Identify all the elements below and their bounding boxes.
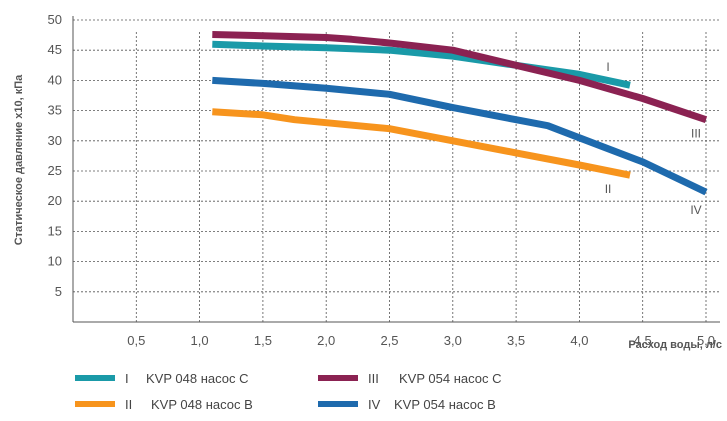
series-lines bbox=[212, 31, 708, 196]
axes bbox=[72, 16, 720, 323]
y-tick-label: 30 bbox=[48, 133, 62, 148]
series-line-ii bbox=[212, 108, 631, 179]
x-axis-label: Расход воды, л/с bbox=[628, 339, 722, 351]
x-tick-label: 2,0 bbox=[317, 333, 335, 348]
x-tick-label: 4,0 bbox=[570, 333, 588, 348]
x-tick-label: 1,0 bbox=[191, 333, 209, 348]
legend-numeral: I bbox=[125, 371, 129, 386]
x-tick-label: 3,5 bbox=[507, 333, 525, 348]
y-tick-label: 15 bbox=[48, 223, 62, 238]
y-tick-label: 20 bbox=[48, 193, 62, 208]
y-tick-labels: 5 10 15 20 25 30 35 40 45 50 bbox=[48, 12, 62, 299]
legend-numeral: III bbox=[368, 371, 379, 386]
y-tick-label: 25 bbox=[48, 163, 62, 178]
legend-item-ii: II KVP 048 насос B bbox=[75, 397, 253, 412]
x-tick-labels: 0,5 1,0 1,5 2,0 2,5 3,0 3,5 4,0 4,5 5,0 bbox=[127, 333, 715, 348]
curve-label-iv: IV bbox=[690, 203, 701, 217]
legend-numeral: IV bbox=[368, 397, 381, 412]
y-tick-label: 50 bbox=[48, 12, 62, 27]
legend-numeral: II bbox=[125, 397, 132, 412]
legend-item-iv: IV KVP 054 насос B bbox=[318, 397, 496, 412]
y-tick-label: 40 bbox=[48, 72, 62, 87]
legend-item-i: I KVP 048 насос C bbox=[75, 371, 248, 386]
legend-series-name: KVP 048 насос B bbox=[151, 397, 253, 412]
x-tick-label: 4,5 bbox=[634, 333, 652, 348]
grid bbox=[73, 19, 720, 322]
y-tick-label: 5 bbox=[55, 284, 62, 299]
x-tick-label: 2,5 bbox=[380, 333, 398, 348]
legend-series-name: KVP 054 насос B bbox=[394, 397, 496, 412]
x-tick-label: 0,5 bbox=[127, 333, 145, 348]
y-tick-label: 35 bbox=[48, 103, 62, 118]
y-axis-label: Статическое давление x10, кПа bbox=[13, 74, 25, 245]
legend-series-name: KVP 048 насос C bbox=[146, 371, 248, 386]
curve-label-ii: II bbox=[605, 182, 612, 196]
x-tick-label: 3,0 bbox=[444, 333, 462, 348]
curve-label-i: I bbox=[606, 60, 609, 74]
legend: I KVP 048 насос C III KVP 054 насос C II KVP … bbox=[75, 371, 501, 412]
x-tick-label: 1,5 bbox=[254, 333, 272, 348]
series-line-i bbox=[212, 40, 631, 89]
legend-series-name: KVP 054 насос C bbox=[399, 371, 501, 386]
series-line-iii bbox=[212, 31, 708, 124]
curve-label-iii: III bbox=[691, 127, 701, 141]
x-tick-label: 5,0 bbox=[697, 333, 715, 348]
y-tick-label: 10 bbox=[48, 254, 62, 269]
y-tick-label: 45 bbox=[48, 42, 62, 57]
series-line-iv bbox=[212, 76, 708, 196]
legend-item-iii: III KVP 054 насос C bbox=[318, 371, 501, 386]
